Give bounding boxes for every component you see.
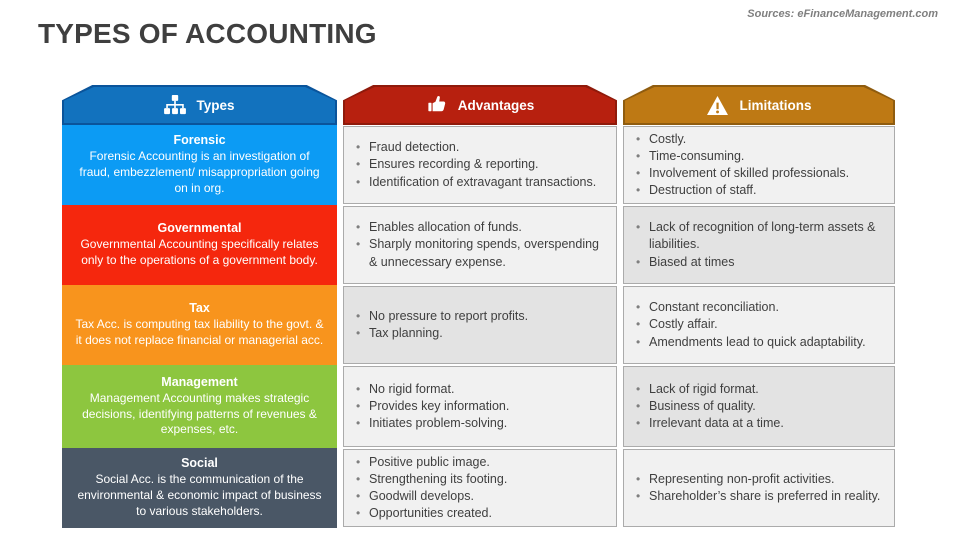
bullet-item: Fraud detection. (356, 139, 596, 156)
limitations-cell-management: Lack of rigid format. Business of qualit… (623, 366, 895, 447)
type-description: Social Acc. is the communication of the … (77, 472, 322, 518)
type-cell-management: Management Management Accounting makes s… (62, 365, 337, 448)
bullet-item: Strengthening its footing. (356, 471, 507, 488)
type-name: Governmental (157, 221, 242, 236)
bullet-list: Constant reconciliation. Costly affair. … (624, 295, 876, 355)
bullet-item: Irrelevant data at a time. (636, 415, 784, 432)
bullet-item: Shareholder’s share is preferred in real… (636, 488, 880, 505)
bullet-item: Representing non-profit activities. (636, 471, 880, 488)
advantages-cell-tax: No pressure to report profits. Tax plann… (343, 286, 617, 364)
column-header-advantages-inner: Advantages (345, 87, 615, 123)
bullet-item: Initiates problem-solving. (356, 415, 509, 432)
page-title: TYPES OF ACCOUNTING (38, 18, 377, 49)
thumbs-up-icon (426, 94, 448, 116)
type-name: Forensic (173, 133, 226, 148)
bullet-item: Time-consuming. (636, 148, 849, 165)
type-name: Tax (189, 301, 210, 316)
bullet-item: Identification of extravagant transactio… (356, 174, 596, 191)
bullet-item: Goodwill develops. (356, 488, 507, 505)
bullet-item: Enables allocation of funds. (356, 219, 606, 236)
bullet-item: Destruction of staff. (636, 182, 849, 199)
bullet-item: Positive public image. (356, 454, 507, 471)
column-header-types-inner: Types (64, 87, 335, 123)
bullet-item: Opportunities created. (356, 505, 507, 522)
bullet-item: Biased at times (636, 254, 884, 271)
type-cell-tax: Tax Tax Acc. is computing tax liability … (62, 285, 337, 365)
limitations-cell-tax: Constant reconciliation. Costly affair. … (623, 286, 895, 364)
bullet-list: Fraud detection. Ensures recording & rep… (344, 135, 606, 195)
type-cell-social: Social Social Acc. is the communication … (62, 448, 337, 528)
bullet-item: Amendments lead to quick adaptability. (636, 334, 866, 351)
bullet-list: Enables allocation of funds. Sharply mon… (344, 215, 616, 275)
advantages-cell-governmental: Enables allocation of funds. Sharply mon… (343, 206, 617, 284)
org-chart-icon (164, 95, 187, 115)
bullet-list: No rigid format. Provides key informatio… (344, 377, 519, 437)
advantages-cell-management: No rigid format. Provides key informatio… (343, 366, 617, 447)
advantages-cell-social: Positive public image. Strengthening its… (343, 449, 617, 527)
column-header-limitations: Limitations (623, 85, 895, 125)
bullet-item: No rigid format. (356, 381, 509, 398)
bullet-item: Costly affair. (636, 316, 866, 333)
warning-triangle-icon (706, 95, 729, 116)
accounting-types-table: Types Advantages (62, 85, 895, 528)
limitations-cell-governmental: Lack of recognition of long-term assets … (623, 206, 895, 284)
bullet-item: Costly. (636, 131, 849, 148)
bullet-item: Constant reconciliation. (636, 299, 866, 316)
bullet-list: Representing non-profit activities. Shar… (624, 467, 890, 510)
column-header-label: Types (196, 97, 235, 113)
type-name: Management (161, 374, 238, 389)
bullet-item: No pressure to report profits. (356, 308, 528, 325)
type-description: Governmental Accounting specifically rel… (80, 237, 319, 267)
bullet-list: Costly. Time-consuming. Involvement of s… (624, 127, 859, 204)
type-description: Tax Acc. is computing tax liability to t… (75, 317, 324, 347)
type-description: Management Accounting makes strategic de… (82, 390, 317, 437)
bullet-list: Lack of recognition of long-term assets … (624, 215, 894, 275)
type-cell-forensic: Forensic Forensic Accounting is an inves… (62, 125, 337, 205)
bullet-item: Lack of recognition of long-term assets … (636, 219, 884, 254)
bullet-item: Business of quality. (636, 398, 784, 415)
column-header-label: Limitations (739, 97, 812, 113)
column-header-advantages: Advantages (343, 85, 617, 125)
type-description: Forensic Accounting is an investigation … (79, 149, 320, 195)
advantages-cell-forensic: Fraud detection. Ensures recording & rep… (343, 126, 617, 204)
bullet-item: Involvement of skilled professionals. (636, 165, 849, 182)
limitations-cell-social: Representing non-profit activities. Shar… (623, 449, 895, 527)
bullet-item: Lack of rigid format. (636, 381, 784, 398)
type-name: Social (181, 456, 218, 471)
limitations-cell-forensic: Costly. Time-consuming. Involvement of s… (623, 126, 895, 204)
bullet-list: No pressure to report profits. Tax plann… (344, 304, 538, 347)
source-credit: Sources: eFinanceManagement.com (747, 8, 938, 20)
bullet-list: Lack of rigid format. Business of qualit… (624, 377, 794, 437)
bullet-item: Tax planning. (356, 325, 528, 342)
column-header-types: Types (62, 85, 337, 125)
bullet-list: Positive public image. Strengthening its… (344, 450, 517, 527)
bullet-item: Provides key information. (356, 398, 509, 415)
column-header-limitations-inner: Limitations (625, 87, 893, 123)
column-header-label: Advantages (457, 97, 535, 113)
bullet-item: Ensures recording & reporting. (356, 156, 596, 173)
bullet-item: Sharply monitoring spends, overspending … (356, 236, 606, 271)
type-cell-governmental: Governmental Governmental Accounting spe… (62, 205, 337, 285)
